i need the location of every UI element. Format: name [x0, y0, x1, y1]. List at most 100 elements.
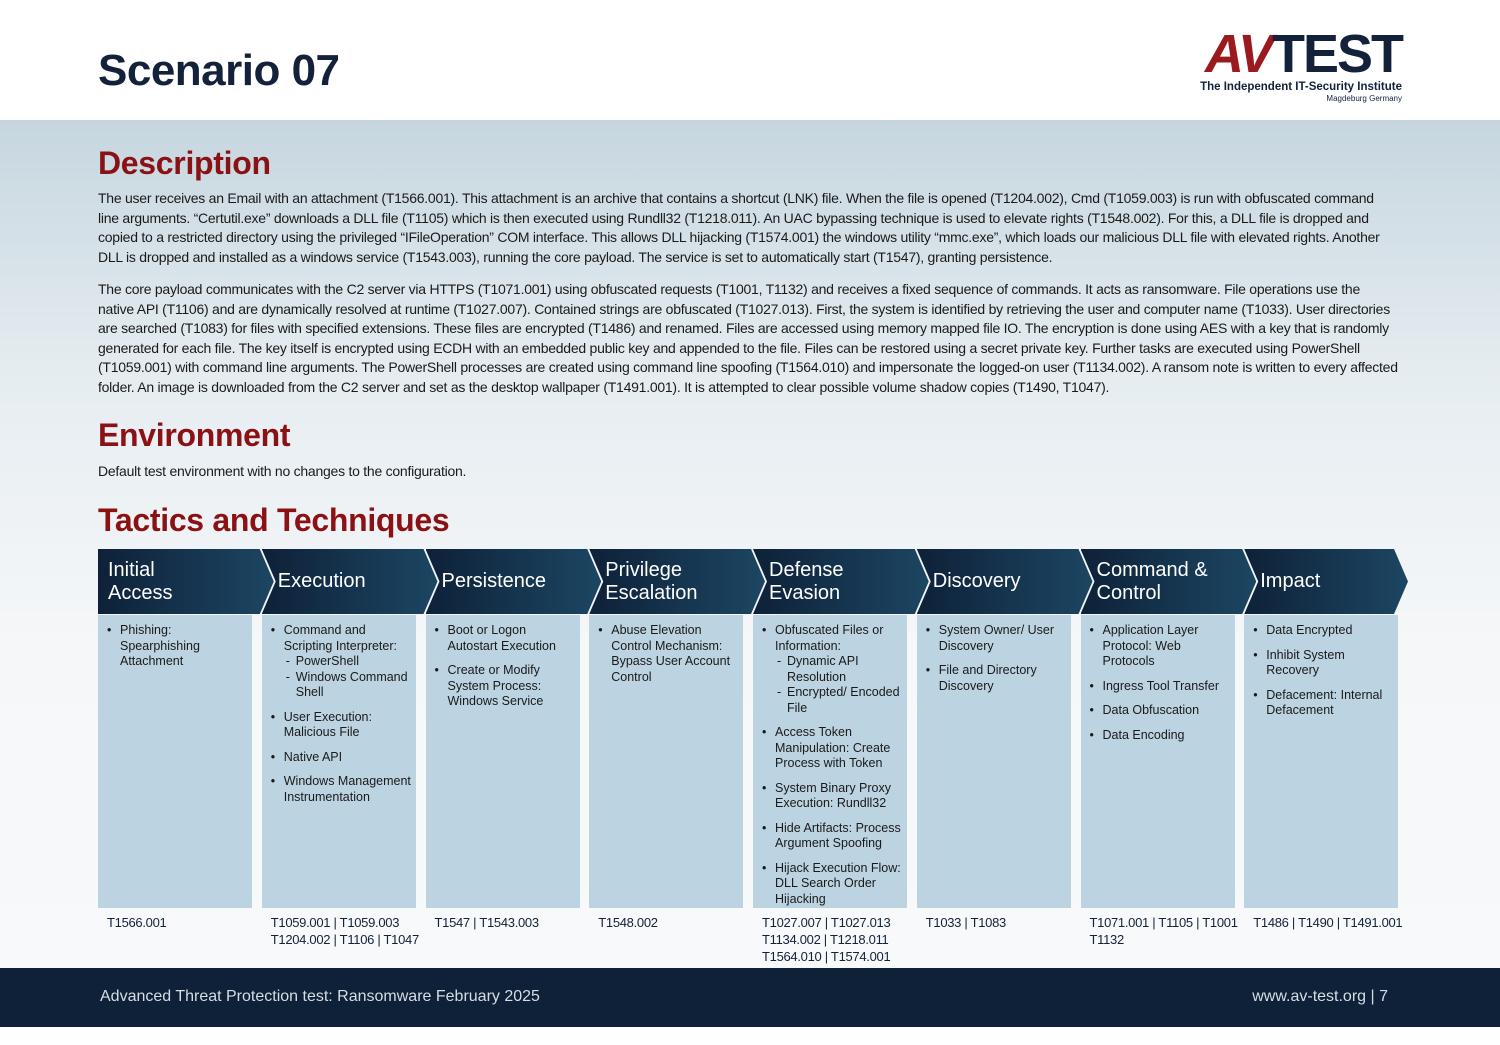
tactic-header: Initial Access — [98, 549, 274, 614]
technique-text: Application Layer Protocol: Web Protocol… — [1102, 623, 1199, 668]
section-heading: Description — [98, 145, 271, 181]
tactic-title-line: Control — [1096, 581, 1161, 604]
technique-text: System Owner/ User Discovery — [938, 623, 1055, 653]
paragraph: Default test environment with no changes… — [98, 463, 467, 479]
logo: AVTEST The Independent IT-Security Insti… — [1190, 27, 1404, 104]
sub-technique: PowerShell — [284, 654, 412, 670]
technique-text: Create or Modify System Process: Windows… — [447, 663, 544, 708]
technique-box: System Owner/ User Discovery File and Dir… — [916, 615, 1071, 908]
footer: Advanced Threat Protection test: Ransomw… — [0, 968, 1500, 1027]
technique-item: Phishing: Spearphishing Attachment — [106, 623, 248, 670]
technique-text: Ingress Tool Transfer — [1102, 678, 1220, 693]
tactic-header: Privilege Escalation — [589, 549, 765, 614]
technique-item: Data Encrypted — [1252, 623, 1394, 639]
technique-text: Defacement: Internal Defacement — [1266, 687, 1383, 718]
technique-list: Obfuscated Files or Information:Dynamic … — [761, 623, 903, 907]
tactic-header: Command & Control — [1081, 549, 1257, 614]
tactic-header: Discovery — [917, 549, 1093, 614]
tactic-header: Impact — [1244, 549, 1408, 614]
technique-text: File and Directory Discovery — [938, 663, 1037, 693]
technique-item: Defacement: Internal Defacement — [1252, 688, 1394, 719]
technique-item: Boot or Logon Autostart Execution — [434, 623, 576, 654]
tactic-title-line: Access — [108, 581, 173, 604]
technique-box: Application Layer Protocol: Web Protocol… — [1080, 615, 1235, 908]
technique-text: Access Token Manipulation: Create Proces… — [775, 725, 891, 770]
technique-list: Application Layer Protocol: Web Protocol… — [1089, 623, 1231, 743]
tactic-header: Execution — [262, 549, 438, 614]
technique-list: Abuse Elevation Control Mechanism: Bypas… — [597, 623, 739, 685]
tactic-title-line: Initial — [108, 558, 155, 581]
page-title: Scenario 07 — [98, 46, 340, 95]
technique-list: System Owner/ User Discovery File and Dir… — [925, 623, 1067, 694]
tactic-title-line: Defense — [769, 558, 844, 581]
technique-text: Data Encrypted — [1266, 623, 1353, 637]
tactic-title-line: Execution — [277, 570, 366, 592]
technique-box: Obfuscated Files or Information:Dynamic … — [753, 615, 907, 908]
technique-text: Inhibit System Recovery — [1266, 647, 1345, 678]
logo-brand-left: AV — [1204, 24, 1274, 84]
technique-ids: T1486 | T1490 | T1491.001 — [1253, 915, 1403, 930]
sub-technique: Encrypted/ Encoded File — [775, 685, 903, 716]
content: Description The user receives an Email w… — [0, 120, 1500, 968]
tactic-header: Defense Evasion — [753, 549, 929, 614]
technique-item: System Owner/ User Discovery — [925, 623, 1067, 654]
technique-item: Create or Modify System Process: Windows… — [434, 663, 576, 710]
technique-box: Data Encrypted Inhibit System Recovery Def… — [1244, 615, 1399, 908]
technique-list: Command and Scripting Interpreter:PowerS… — [270, 623, 412, 805]
header: Scenario 07 AVTEST The Independent IT-Se… — [0, 0, 1500, 120]
technique-ids: T1033 | T1083 — [925, 915, 1007, 930]
technique-item: User Execution: Malicious File — [270, 710, 412, 741]
technique-text: User Execution: Malicious File — [283, 709, 372, 740]
footer-right: www.av-test.org | 7 — [1252, 988, 1388, 1005]
technique-text: Boot or Logon Autostart Execution — [447, 623, 556, 653]
logo-location: Magdeburg Germany — [1326, 94, 1402, 103]
technique-box: Abuse Elevation Control Mechanism: Bypas… — [589, 615, 744, 908]
technique-box: Phishing: Spearphishing Attachment — [98, 615, 252, 908]
technique-text: Hijack Execution Flow: DLL Search Order … — [775, 860, 901, 906]
technique-text: Native API — [283, 749, 343, 764]
technique-text: Data Encoding — [1102, 727, 1185, 742]
technique-text: Phishing: Spearphishing Attachment — [120, 623, 200, 668]
technique-item: Inhibit System Recovery — [1252, 648, 1394, 679]
technique-item: Data Encoding — [1089, 728, 1231, 744]
tactic-title-line: Privilege — [605, 558, 682, 581]
technique-text: Data Obfuscation — [1102, 703, 1200, 717]
paragraph: The user receives an Email with an attac… — [98, 190, 1380, 265]
section-heading: Tactics and Techniques — [98, 502, 450, 538]
technique-text: Windows Management Instrumentation — [283, 774, 411, 804]
tactic-header: Persistence — [426, 549, 602, 614]
technique-box: Boot or Logon Autostart Execution Create … — [425, 615, 580, 908]
technique-ids: T1027.007 | T1027.013 T1134.002 | T1218.… — [762, 915, 891, 964]
technique-item: Hide Artifacts: Process Argument Spoofin… — [761, 821, 903, 852]
sub-technique-list: Dynamic API ResolutionEncrypted/ Encoded… — [775, 654, 903, 716]
technique-item: Windows Management Instrumentation — [270, 774, 412, 805]
technique-ids: T1547 | T1543.003 — [434, 915, 540, 930]
technique-ids: T1548.002 — [598, 915, 658, 930]
technique-ids: T1059.001 | T1059.003 T1204.002 | T1106 … — [270, 915, 419, 947]
technique-item: Native API — [270, 750, 412, 766]
technique-item: Obfuscated Files or Information:Dynamic … — [761, 623, 903, 716]
tactic-title-line: Evasion — [769, 581, 841, 604]
technique-item: Hijack Execution Flow: DLL Search Order … — [761, 861, 903, 908]
technique-item: Command and Scripting Interpreter:PowerS… — [270, 623, 412, 701]
technique-item: System Binary Proxy Execution: Rundll32 — [761, 781, 903, 812]
technique-list: Data Encrypted Inhibit System Recovery Def… — [1252, 623, 1394, 719]
sub-technique-list: PowerShellWindows Command Shell — [284, 654, 412, 701]
tactic-title-line: Impact — [1260, 570, 1321, 592]
technique-text: System Binary Proxy Execution: Rundll32 — [775, 780, 892, 811]
technique-list: Boot or Logon Autostart Execution Create … — [434, 623, 576, 710]
technique-item: Data Obfuscation — [1089, 703, 1231, 719]
technique-item: Ingress Tool Transfer — [1089, 679, 1231, 695]
logo-brand-right: TEST — [1271, 24, 1404, 84]
sub-technique: Windows Command Shell — [284, 670, 412, 701]
technique-ids: T1566.001 — [107, 915, 167, 930]
technique-item: Access Token Manipulation: Create Proces… — [761, 725, 903, 772]
paragraph: The core payload communicates with the C… — [98, 281, 1398, 395]
tactic-title-line: Persistence — [441, 570, 546, 592]
technique-item: Abuse Elevation Control Mechanism: Bypas… — [597, 623, 739, 685]
logo-brand: AVTEST — [1190, 27, 1404, 81]
tactic-title-line: Discovery — [932, 570, 1021, 592]
technique-text: Command and Scripting Interpreter: — [283, 623, 397, 653]
tactic-title-line: Command & — [1096, 558, 1208, 581]
